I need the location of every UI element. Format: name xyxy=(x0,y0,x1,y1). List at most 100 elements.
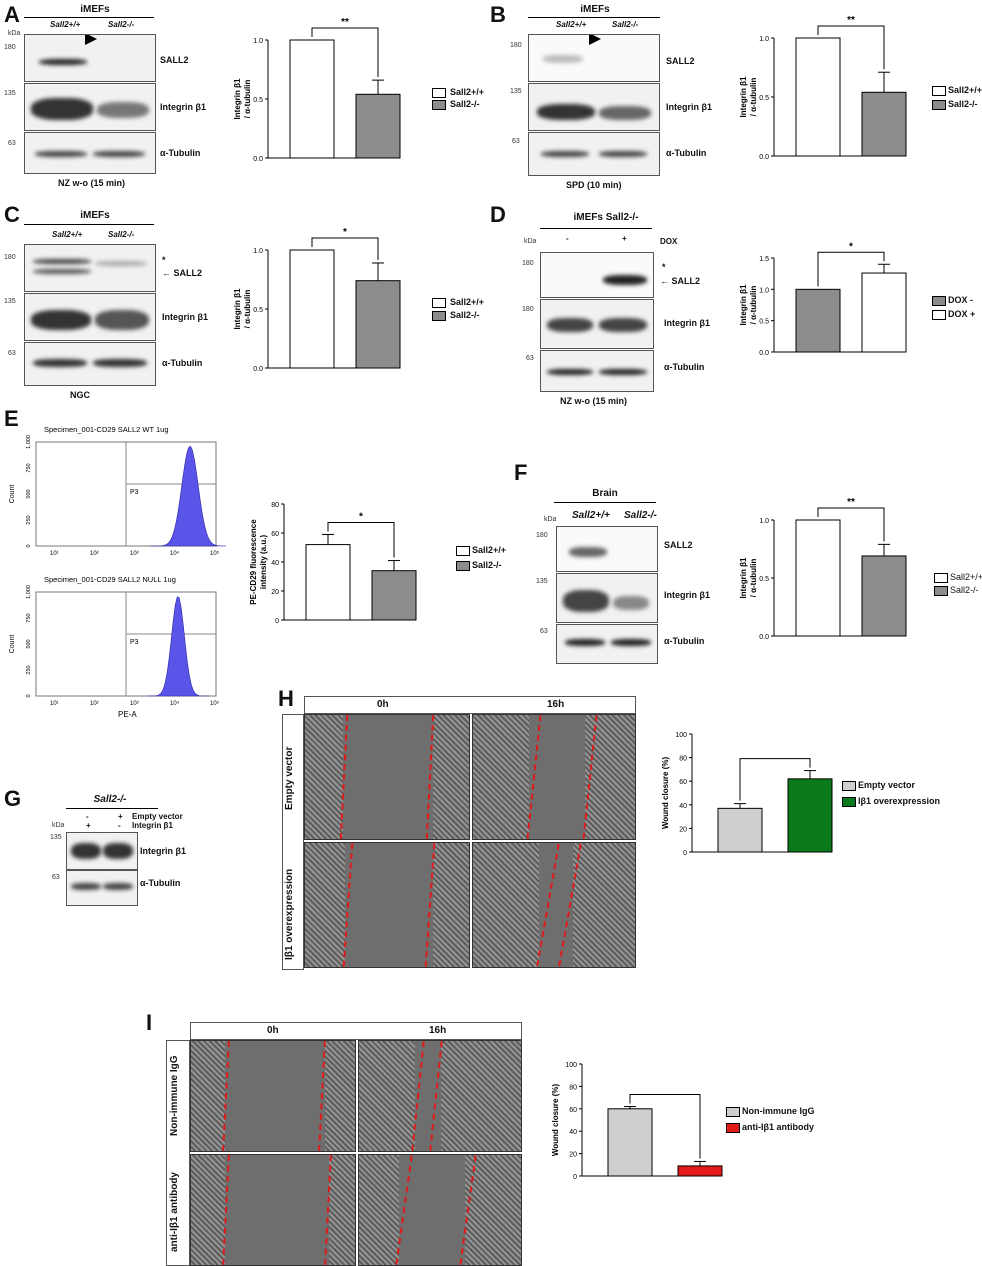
panel-f-significance-bracket xyxy=(817,507,885,542)
panel-h-y-tick-label: 0 xyxy=(683,850,687,856)
panel-c-legend-swatch-2 xyxy=(432,311,446,321)
panel-a-protein-sall2: SALL2 xyxy=(160,55,189,65)
panel-i-legend-2: anti-Iβ1 antibody xyxy=(742,1122,814,1132)
panel-a-y-label-line1: Integrin β1 xyxy=(233,78,242,119)
panel-c-blot-sall2 xyxy=(24,244,156,292)
panel-i-time-16: 16h xyxy=(429,1025,447,1036)
panel-f-y-label: Integrin β1/ α-tubulin xyxy=(739,557,758,598)
panel-h-row-empty-vector: Empty vector xyxy=(284,746,295,810)
panel-i-y-tick-label: 0 xyxy=(573,1174,577,1181)
panel-f-kda: kDa xyxy=(544,516,557,523)
panel-f-legend-swatch-2 xyxy=(934,586,948,596)
panel-b-kda-135: 135 xyxy=(510,88,522,95)
panel-h-y-tick-label: 40 xyxy=(679,803,687,810)
panel-i-significance-bracket xyxy=(629,1094,701,1159)
panel-f-blot-integrin xyxy=(556,573,658,623)
panel-f-bar-chart: 1.0 0.5 0.0 Integrin β1/ α-tubulin ** xyxy=(739,497,907,641)
panel-c-legend-2: Sall2-/- xyxy=(450,310,480,320)
panel-d-lane-2: + xyxy=(622,234,627,243)
panel-b-blot-sall2 xyxy=(528,34,660,82)
panel-c-header: iMEFs xyxy=(80,210,110,221)
panel-c-blot-integrin xyxy=(24,293,156,341)
panel-a-y-label: Integrin β1/ α-tubulin xyxy=(233,78,252,119)
panel-g-row2-label: Integrin β1 xyxy=(132,821,173,830)
panel-g-header: Sall2-/- xyxy=(93,794,127,805)
panel-c-y-tick-label: 1.0 xyxy=(253,248,263,255)
panel-b-y-label-line2: / α-tubulin xyxy=(749,78,758,117)
histogram-x-axis-label: PE-A xyxy=(118,710,137,719)
panel-h-image-ev-16h xyxy=(472,714,636,840)
panel-a-y-tick-label: 1.0 xyxy=(253,38,263,45)
panel-e-bar-chart: 80 60 40 20 0 PE-CD29 fluorescenceintensity (… xyxy=(249,502,417,625)
arrowhead-icon xyxy=(589,35,601,45)
panel-h-y-tick-label: 60 xyxy=(679,779,687,786)
panel-d-legend-swatch-2 xyxy=(932,310,946,320)
panel-e-y-tick-label: 80 xyxy=(271,502,279,509)
panel-d-significance-stars: * xyxy=(849,241,853,252)
panel-i-y-tick-label: 20 xyxy=(569,1152,577,1159)
panel-i-row-igg: Non-immune IgG xyxy=(169,1055,180,1136)
panel-i-y-tick-label: 80 xyxy=(569,1084,577,1091)
panel-c-lane-1: Sall2+/+ xyxy=(52,230,83,239)
panel-d-bar-1 xyxy=(795,288,841,353)
panel-d-y-tick-label: 0.0 xyxy=(759,350,769,357)
panel-d-legend-1: DOX - xyxy=(948,295,974,305)
panel-c-lane-2: Sall2-/- xyxy=(108,230,135,239)
histogram-y-tick-label: 500 xyxy=(26,639,32,648)
panel-d-protein-sall2-text: SALL2 xyxy=(671,276,701,286)
panel-b-y-label: Integrin β1/ α-tubulin xyxy=(739,76,758,117)
panel-f-legend-1: Sall2+/+ xyxy=(950,572,982,582)
panel-i-y-tick-label: 40 xyxy=(569,1129,577,1136)
panel-f-bar-1 xyxy=(795,519,841,637)
histogram-x-tick-label: 10¹ xyxy=(50,551,59,557)
histogram-title: Specimen_001-CD29 SALL2 WT 1ug xyxy=(44,425,169,434)
panel-b-condition: SPD (10 min) xyxy=(566,180,622,190)
panel-c-header-rule xyxy=(24,224,154,225)
panel-a-y-label-line2: / α-tubulin xyxy=(243,80,252,119)
panel-a-legend-swatch-1 xyxy=(432,88,446,98)
panel-h-side-frame xyxy=(282,714,304,970)
panel-h-legend-swatch-1 xyxy=(842,781,856,791)
panel-d-bar-chart: 1.5 1.0 0.5 0.0 Integrin β1/ α-tubulin * xyxy=(739,241,907,357)
panel-g-header-rule xyxy=(66,808,158,809)
panel-f-kda-63: 63 xyxy=(540,628,548,635)
arrowhead-icon xyxy=(85,35,97,45)
arrow-left-icon: ← xyxy=(162,268,174,278)
panel-d-significance-bracket xyxy=(817,251,885,287)
panel-h-y-tick-label: 20 xyxy=(679,826,687,833)
panel-c-protein-tubulin: α-Tubulin xyxy=(162,358,203,368)
panel-a-lane-1: Sall2+/+ xyxy=(50,20,81,29)
panel-h-image-oe-0h xyxy=(304,842,470,968)
panel-b-legend-swatch-1 xyxy=(932,86,946,96)
panel-a-significance-bracket xyxy=(311,27,379,78)
panel-d-asterisk: * xyxy=(662,262,666,272)
panel-f-kda-135: 135 xyxy=(536,578,548,585)
panel-h-bar-chart: 100 80 60 40 20 0 Wound closure (%) xyxy=(661,732,833,856)
panel-e-bar-2 xyxy=(371,570,417,621)
histogram-peak xyxy=(146,596,209,697)
panel-d-kda-180b: 180 xyxy=(522,306,534,313)
panel-b-protein-tubulin: α-Tubulin xyxy=(666,148,707,158)
panel-g-row2-lane2: - xyxy=(118,821,121,830)
panel-c-kda-180: 180 xyxy=(4,254,16,261)
panel-b-bar-1 xyxy=(795,37,841,157)
panel-h-y-label: Wound closure (%) xyxy=(661,757,670,830)
panel-e-y-label: PE-CD29 fluorescenceintensity (a.u.) xyxy=(249,519,268,605)
panel-e-y-label-line2: intensity (a.u.) xyxy=(259,535,268,590)
histogram-y-tick-label: 0 xyxy=(26,544,32,547)
panel-e-y-tick-label: 60 xyxy=(271,531,279,538)
panel-a-blot-integrin xyxy=(24,83,156,131)
panel-h-y-tick-label: 80 xyxy=(679,756,687,763)
panel-c-asterisk: * xyxy=(162,255,166,265)
panel-e-significance-bracket xyxy=(327,521,395,558)
panel-b-protein-sall2: SALL2 xyxy=(666,56,695,66)
panel-b-legend-2: Sall2-/- xyxy=(948,99,978,109)
histogram-title: Specimen_001-CD29 SALL2 NULL 1ug xyxy=(44,575,176,584)
panel-a-header: iMEFs xyxy=(80,4,110,15)
panel-c-legend-1: Sall2+/+ xyxy=(450,297,485,307)
panel-h-significance-bracket xyxy=(739,758,811,801)
panel-c-y-label-line2: / α-tubulin xyxy=(243,290,252,329)
panel-i-header-frame: 0h 16h xyxy=(190,1022,522,1040)
panel-g-row1-lane1: - xyxy=(86,812,89,821)
panel-i-row-antibody: anti-Iβ1 antibody xyxy=(169,1172,180,1252)
